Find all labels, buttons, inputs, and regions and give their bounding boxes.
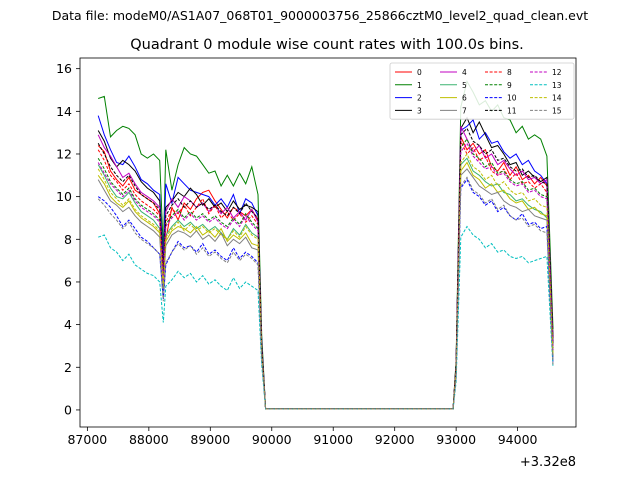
series-line-2 (97, 115, 554, 410)
y-tick-label: 16 (56, 61, 72, 76)
x-tick-label: 89000 (190, 432, 230, 447)
legend-label-11: 11 (507, 106, 517, 115)
series-line-0 (97, 136, 554, 410)
y-tick-label: 0 (64, 402, 72, 417)
x-tick-label: 94000 (498, 432, 538, 447)
legend-label-13: 13 (552, 81, 562, 90)
chart-title: Quadrant 0 module wise count rates with … (130, 37, 524, 53)
y-tick-label: 2 (64, 360, 72, 375)
plot-frame (79, 57, 577, 428)
y-tick-label: 4 (64, 317, 72, 332)
series-line-6 (97, 161, 554, 410)
series-line-4 (97, 126, 554, 410)
legend-label-9: 9 (507, 81, 512, 90)
series-line-3 (97, 116, 554, 410)
y-tick-label: 10 (56, 189, 72, 204)
legend-label-14: 14 (552, 94, 562, 103)
legend-label-3: 3 (417, 106, 422, 115)
legend-frame (389, 62, 575, 120)
series-line-10 (97, 178, 554, 410)
legend-label-5: 5 (462, 81, 467, 90)
legend-label-6: 6 (462, 94, 467, 103)
series-line-13 (98, 225, 554, 410)
legend-label-15: 15 (552, 106, 562, 115)
legend-label-0: 0 (417, 68, 422, 77)
series-line-11 (97, 127, 554, 410)
y-tick-label: 12 (56, 146, 72, 161)
series-line-7 (97, 168, 554, 410)
x-tick-label: 88000 (129, 432, 169, 447)
x-tick-label: 93000 (436, 432, 476, 447)
x-offset-label: +3.32e8 (520, 455, 576, 470)
legend-label-1: 1 (417, 81, 422, 90)
legend-label-4: 4 (462, 68, 467, 77)
series-line-8 (97, 140, 554, 410)
series-line-9 (97, 138, 554, 410)
series-line-12 (97, 142, 554, 410)
y-tick-label: 8 (64, 232, 72, 247)
y-tick-label: 6 (64, 274, 72, 289)
legend-label-8: 8 (507, 68, 512, 77)
y-tick-label: 14 (56, 104, 72, 119)
legend-label-7: 7 (462, 106, 467, 115)
x-tick-label: 91000 (313, 432, 353, 447)
series-line-14 (97, 153, 554, 410)
legend-label-10: 10 (507, 94, 517, 103)
legend-label-12: 12 (552, 68, 562, 77)
series-layer (97, 80, 554, 410)
x-tick-label: 87000 (67, 432, 107, 447)
x-tick-label: 92000 (375, 432, 415, 447)
axis-layer: 87000 88000 89000 90000 91000 92000 93000 94000… (56, 61, 537, 447)
legend-label-2: 2 (417, 94, 422, 103)
data-file-label: Data file: modeM0/AS1A07_068T01_90000037… (52, 8, 588, 23)
x-tick-label: 90000 (252, 432, 292, 447)
